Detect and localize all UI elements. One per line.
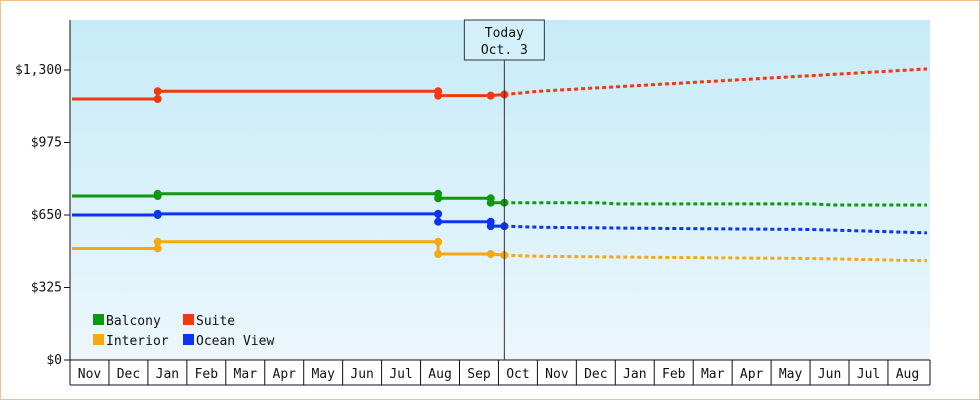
x-tick-label: Jun: [818, 367, 841, 382]
data-point: [486, 198, 495, 207]
series-forecast-line: [504, 67, 928, 97]
y-tick-label: $1,300: [15, 63, 62, 78]
x-tick-label: Jan: [623, 367, 646, 382]
x-tick-label: Nov: [78, 367, 102, 382]
data-point: [434, 209, 443, 218]
data-point: [434, 250, 443, 259]
legend-swatch: [93, 314, 104, 325]
data-point: [434, 91, 443, 100]
x-tick-label: Jul: [389, 367, 412, 382]
data-point: [153, 87, 162, 96]
data-point: [486, 91, 495, 100]
legend: Balcony Suite Interior Ocean View: [93, 314, 274, 349]
x-tick-label: Aug: [896, 367, 919, 382]
x-tick-label: Aug: [428, 367, 451, 382]
plot-area: [70, 20, 930, 360]
data-point: [434, 194, 443, 203]
x-tick-label: Mar: [701, 367, 725, 382]
x-tick-label: Oct: [506, 367, 529, 382]
today-marker: Today Oct. 3: [463, 19, 545, 360]
y-tick-label: $650: [31, 208, 62, 223]
x-tick-label: Apr: [273, 367, 297, 382]
x-tick-label: Feb: [195, 367, 219, 382]
data-point: [153, 95, 162, 103]
data-point: [153, 209, 162, 218]
x-axis: Nov Dec Jan Feb Mar Apr May Jun Jul Aug Sep Oct Nov D…: [69, 359, 931, 386]
data-point: [153, 237, 162, 246]
y-tick-label: $0: [46, 353, 62, 368]
today-box: [463, 19, 545, 61]
legend-swatch: [183, 314, 194, 325]
legend-label: Ocean View: [196, 334, 274, 349]
x-tick-label: Jul: [857, 367, 880, 382]
x-tick-label: Nov: [545, 367, 569, 382]
y-tick-label: $325: [31, 281, 62, 296]
x-tick-label: Sep: [467, 367, 491, 382]
legend-label: Interior: [106, 334, 169, 349]
series-forecast-line: [504, 201, 927, 207]
legend-swatch: [93, 334, 104, 345]
series-suite: [72, 67, 928, 103]
data-point: [486, 250, 495, 259]
today-date: Oct. 3: [481, 43, 528, 58]
series-lines: [72, 67, 928, 263]
data-point: [153, 189, 162, 198]
x-tick-label: Apr: [740, 367, 764, 382]
x-tick-label: Jun: [350, 367, 373, 382]
x-tick-label: Jan: [156, 367, 179, 382]
x-tick-label: May: [311, 367, 335, 382]
legend-swatch: [183, 334, 194, 345]
series-balcony: [72, 189, 927, 207]
y-axis: $0 $325 $650 $975 $1,300: [15, 20, 71, 385]
series-forecast-line: [504, 224, 927, 235]
data-point: [153, 244, 162, 253]
today-label: Today: [485, 26, 524, 41]
x-tick-label: Mar: [234, 367, 258, 382]
x-tick-label: Feb: [662, 367, 686, 382]
data-point: [434, 217, 443, 226]
series-forecast-line: [504, 253, 927, 263]
x-tick-label: May: [779, 367, 803, 382]
x-tick-label: Dec: [117, 367, 140, 382]
y-tick-label: $975: [31, 136, 62, 151]
legend-label: Suite: [196, 314, 235, 329]
x-tick-label: Dec: [584, 367, 607, 382]
legend-label: Balcony: [106, 314, 161, 329]
data-point: [486, 222, 495, 231]
data-point: [434, 237, 443, 246]
